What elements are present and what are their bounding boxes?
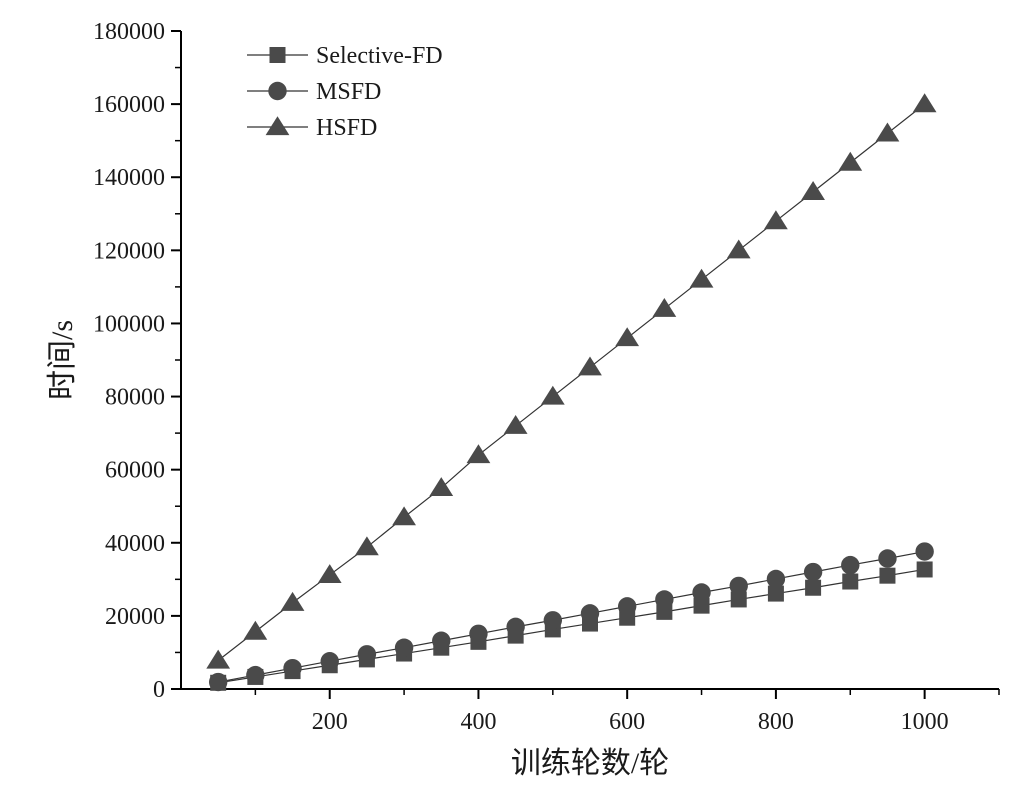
data-point <box>280 591 305 611</box>
legend-label: HSFD <box>316 115 377 141</box>
data-point <box>246 665 265 685</box>
data-point <box>841 555 860 575</box>
y-tick-label: 60000 <box>105 458 165 484</box>
data-point <box>805 579 822 596</box>
data-point <box>652 298 677 317</box>
data-point <box>320 652 339 671</box>
legend-item: Selective-FD <box>247 43 443 69</box>
data-point <box>243 620 268 640</box>
axes: 0 20000 40000 60000 80000 100000 120000 140000 1… <box>93 19 1000 735</box>
data-point <box>879 567 896 584</box>
data-point <box>912 93 937 113</box>
legend: Selective-FD MSFD HSFD <box>247 43 443 141</box>
data-point <box>692 583 711 602</box>
data-point <box>503 415 528 434</box>
data-point <box>655 590 674 609</box>
data-point <box>506 617 525 637</box>
data-point <box>357 645 377 664</box>
legend-label: MSFD <box>316 79 381 105</box>
y-tick-label: 160000 <box>93 92 165 118</box>
y-tick-label: 0 <box>153 677 165 703</box>
data-point <box>875 122 900 142</box>
y-tick-label: 140000 <box>93 165 165 191</box>
x-tick-label: 800 <box>758 709 794 735</box>
data-point <box>206 649 231 669</box>
data-point <box>656 603 673 620</box>
data-point <box>803 562 823 582</box>
legend-label: Selective-FD <box>316 43 443 69</box>
data-point <box>580 604 600 623</box>
y-tick-label: 100000 <box>93 311 165 337</box>
data-point <box>766 569 786 589</box>
legend-item: HSFD <box>247 115 377 141</box>
data-point <box>764 210 788 230</box>
data-point <box>429 477 454 497</box>
series-selective-fd <box>210 561 933 691</box>
y-tick-label: 40000 <box>105 531 165 557</box>
y-tick-label: 180000 <box>93 19 165 45</box>
data-point <box>394 638 414 657</box>
data-point <box>730 591 747 608</box>
x-tick-label: 200 <box>312 709 348 735</box>
x-axis-title: 训练轮数/轮 <box>511 747 669 780</box>
data-point <box>916 561 933 578</box>
data-point <box>915 542 934 561</box>
data-point <box>355 536 379 556</box>
data-point <box>878 549 897 568</box>
data-point <box>469 624 488 644</box>
y-tick-label: 80000 <box>105 385 165 411</box>
data-point <box>838 151 863 171</box>
data-point <box>801 181 825 200</box>
data-point <box>689 268 714 288</box>
legend-marker <box>268 81 287 101</box>
data-point <box>543 611 563 630</box>
data-point <box>693 597 710 614</box>
data-point <box>726 239 751 259</box>
data-point <box>615 327 640 347</box>
x-tick-label: 600 <box>609 709 645 735</box>
y-axis-title: 时间/s <box>46 320 79 400</box>
data-point <box>729 576 748 596</box>
data-point <box>432 631 451 650</box>
y-tick-label: 120000 <box>93 238 165 264</box>
y-tick-label: 20000 <box>105 604 165 630</box>
data-point <box>842 573 859 590</box>
data-point <box>578 356 602 376</box>
data-point <box>540 385 565 405</box>
series-hsfd <box>206 93 937 669</box>
legend-item: MSFD <box>247 79 381 105</box>
data-point <box>392 506 416 526</box>
data-point <box>767 585 784 602</box>
x-tick-label: 1000 <box>901 709 949 735</box>
data-point <box>466 444 491 464</box>
series-layer <box>206 93 937 692</box>
data-point <box>283 658 302 678</box>
x-tick-label: 400 <box>460 709 496 735</box>
legend-marker <box>265 116 290 136</box>
data-point <box>317 564 342 584</box>
legend-marker <box>269 47 286 63</box>
data-point <box>617 597 637 616</box>
data-point <box>208 672 228 692</box>
series-msfd <box>208 542 934 692</box>
